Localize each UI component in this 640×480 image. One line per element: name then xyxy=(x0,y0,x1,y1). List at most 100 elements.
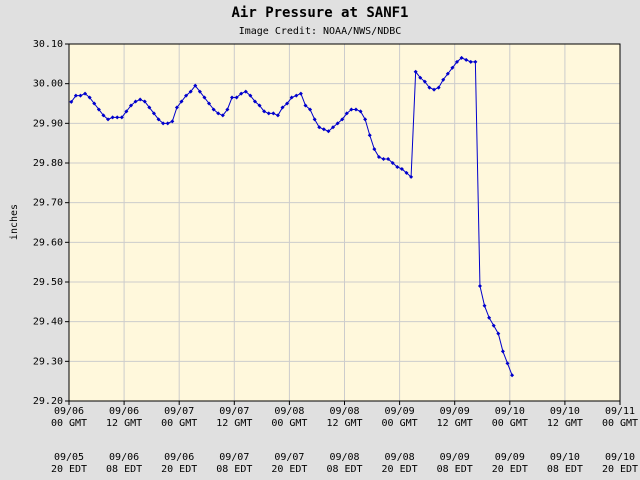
y-tick-label: 29.90 xyxy=(33,118,63,129)
point xyxy=(349,107,354,112)
point xyxy=(193,83,198,88)
plot-border xyxy=(68,43,621,402)
point xyxy=(496,331,501,336)
point xyxy=(482,303,487,308)
chart-subtitle: Image Credit: NOAA/NWS/NDBC xyxy=(239,26,402,37)
x-tick-local-label: 09/06 08 EDT xyxy=(106,452,143,475)
point xyxy=(133,99,138,104)
point xyxy=(211,107,216,112)
point xyxy=(271,111,276,116)
point xyxy=(234,95,239,100)
x-tick-local-label: 09/09 08 EDT xyxy=(436,452,473,475)
point xyxy=(331,125,336,130)
x-tick-label: 09/06 12 GMT xyxy=(106,406,143,429)
point xyxy=(468,59,473,64)
point xyxy=(344,111,349,116)
point xyxy=(96,107,101,112)
point xyxy=(266,111,271,116)
y-tick-label: 29.20 xyxy=(33,396,63,407)
x-tick-local-label: 09/08 20 EDT xyxy=(381,452,418,475)
point xyxy=(390,161,395,165)
point xyxy=(115,115,120,120)
point xyxy=(298,91,303,96)
x-tick-label: 09/08 12 GMT xyxy=(326,406,363,429)
point xyxy=(252,99,257,104)
x-tick-label: 09/09 12 GMT xyxy=(436,406,473,429)
x-tick-label: 09/11 00 GMT xyxy=(601,406,639,429)
point xyxy=(321,127,326,132)
point xyxy=(138,97,143,102)
point xyxy=(110,115,115,120)
x-tick-label: 09/10 00 GMT xyxy=(491,406,528,429)
point xyxy=(367,133,372,138)
point xyxy=(289,95,294,100)
x-tick-label: 09/08 00 GMT xyxy=(271,406,308,429)
point xyxy=(353,107,358,112)
point xyxy=(230,95,235,100)
point xyxy=(340,117,345,122)
point xyxy=(326,129,331,134)
point xyxy=(335,121,340,126)
point xyxy=(464,57,469,62)
point xyxy=(128,103,133,108)
point xyxy=(280,105,285,110)
x-tick-local-label: 09/05 20 EDT xyxy=(50,452,88,475)
point xyxy=(170,119,175,124)
y-tick-label: 29.40 xyxy=(33,317,63,328)
point xyxy=(473,59,478,64)
point xyxy=(142,99,147,104)
point xyxy=(69,99,74,104)
point xyxy=(124,109,129,114)
point xyxy=(422,79,427,84)
point xyxy=(358,109,363,114)
point xyxy=(151,111,156,116)
point xyxy=(487,315,492,320)
y-tick-label: 30.10 xyxy=(33,39,63,50)
point xyxy=(436,85,441,90)
point xyxy=(312,117,317,122)
x-tick-local-label: 09/09 20 EDT xyxy=(491,452,528,475)
x-tick-local-label: 09/07 20 EDT xyxy=(271,452,308,475)
point xyxy=(363,117,368,122)
x-tick-local-label: 09/06 20 EDT xyxy=(161,452,198,475)
x-tick-local-label: 09/08 08 EDT xyxy=(326,452,363,475)
point xyxy=(285,101,290,106)
point xyxy=(505,361,510,366)
point xyxy=(454,59,459,64)
y-tick-label: 30.00 xyxy=(33,79,63,90)
point xyxy=(179,99,184,104)
y-tick-label: 29.70 xyxy=(33,198,63,209)
point xyxy=(317,125,322,130)
point xyxy=(275,113,280,118)
point xyxy=(404,170,409,175)
chart-title: Air Pressure at SANF1 xyxy=(231,5,408,21)
point xyxy=(197,89,202,94)
point xyxy=(381,157,386,162)
point xyxy=(73,93,78,98)
point xyxy=(78,93,83,98)
point xyxy=(83,91,88,96)
point xyxy=(147,105,152,110)
point xyxy=(262,109,267,114)
point xyxy=(87,95,92,100)
point xyxy=(239,91,244,96)
point xyxy=(248,93,253,98)
point xyxy=(303,103,308,108)
point xyxy=(500,349,505,354)
point xyxy=(216,111,221,116)
point xyxy=(101,113,106,118)
point xyxy=(220,113,225,118)
point xyxy=(491,323,496,328)
point xyxy=(399,166,404,171)
y-tick-label: 29.60 xyxy=(33,237,63,248)
point xyxy=(188,89,193,94)
point xyxy=(477,283,482,288)
point xyxy=(119,115,124,120)
point xyxy=(432,87,437,92)
y-axis-label: inches xyxy=(9,204,20,240)
y-tick-label: 29.80 xyxy=(33,158,63,169)
point xyxy=(445,71,450,76)
point xyxy=(372,147,377,152)
point xyxy=(308,107,313,112)
